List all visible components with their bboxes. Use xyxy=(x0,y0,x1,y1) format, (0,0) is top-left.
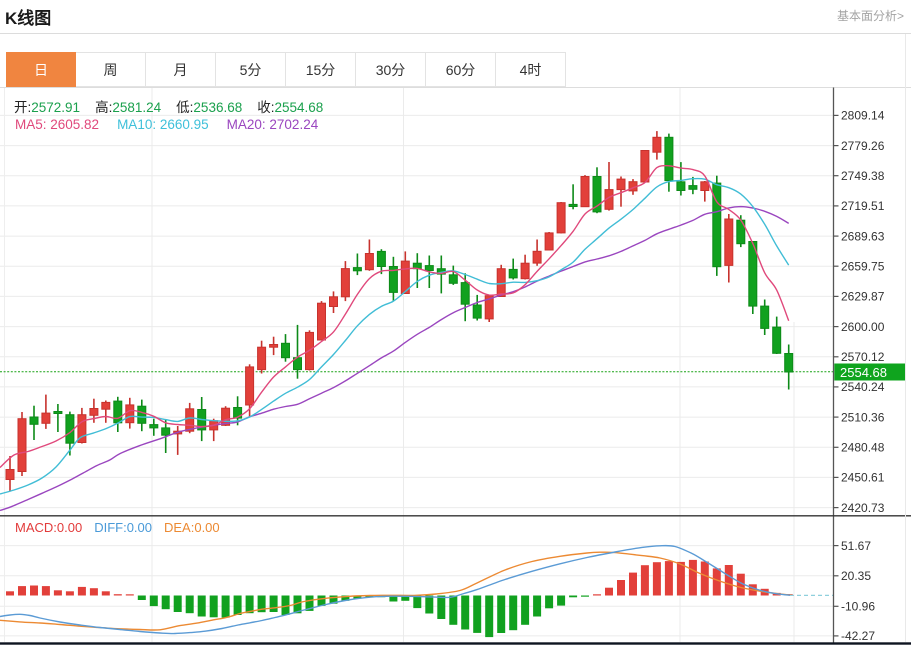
svg-text:2659.75: 2659.75 xyxy=(841,259,885,273)
svg-text:-42.27: -42.27 xyxy=(841,629,875,643)
svg-text:2600.00: 2600.00 xyxy=(841,320,885,334)
svg-text:2629.87: 2629.87 xyxy=(841,290,885,304)
svg-text:51.67: 51.67 xyxy=(841,539,871,553)
svg-text:2689.63: 2689.63 xyxy=(841,229,885,243)
svg-text:2420.73: 2420.73 xyxy=(841,501,885,515)
svg-text:2510.36: 2510.36 xyxy=(841,410,885,424)
svg-text:20.35: 20.35 xyxy=(841,569,871,583)
svg-text:2540.24: 2540.24 xyxy=(841,380,885,394)
svg-text:2570.12: 2570.12 xyxy=(841,350,885,364)
svg-text:2554.68: 2554.68 xyxy=(840,365,887,380)
svg-text:2809.14: 2809.14 xyxy=(841,109,885,123)
svg-text:2749.38: 2749.38 xyxy=(841,169,885,183)
svg-text:2719.51: 2719.51 xyxy=(841,199,885,213)
svg-text:-10.96: -10.96 xyxy=(841,600,875,614)
svg-text:2480.48: 2480.48 xyxy=(841,441,885,455)
svg-text:2779.26: 2779.26 xyxy=(841,139,885,153)
svg-text:2450.61: 2450.61 xyxy=(841,471,885,485)
